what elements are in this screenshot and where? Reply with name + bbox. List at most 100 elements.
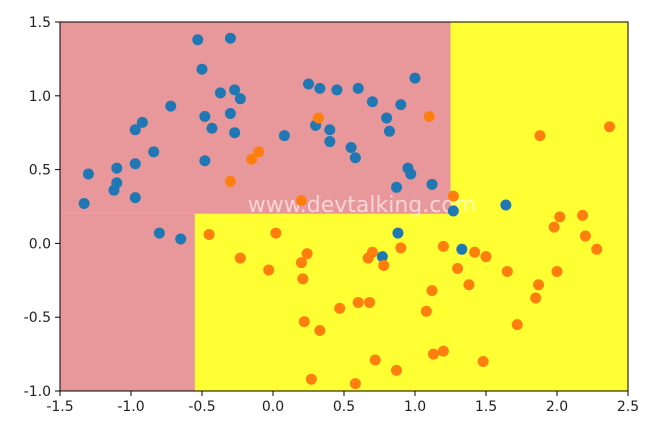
series-0-point (129, 158, 141, 170)
series-0-point (352, 82, 364, 94)
series-0-point (111, 162, 123, 174)
series-0-point (199, 155, 211, 167)
series-1-point (426, 285, 438, 297)
series-1-point (591, 243, 603, 255)
series-1-point (480, 251, 492, 263)
series-0-point (206, 122, 218, 134)
series-1-point (554, 211, 566, 223)
series-1-point (246, 153, 258, 165)
scatter-points (78, 32, 616, 390)
series-1-point (530, 292, 542, 304)
series-0-point (108, 184, 120, 196)
series-1-point (577, 209, 589, 221)
x-tick-label: 1.0 (404, 399, 426, 415)
series-1-point (352, 296, 364, 308)
series-1-point (452, 262, 464, 274)
series-1-point (298, 316, 310, 328)
x-tick-label: -0.5 (188, 399, 215, 415)
series-1-point (312, 112, 324, 124)
series-0-point (196, 63, 208, 75)
series-0-point (199, 110, 211, 122)
series-0-point (409, 72, 421, 84)
y-tick-label: -0.5 (24, 310, 51, 326)
series-0-point (82, 168, 94, 180)
series-0-point (366, 96, 378, 108)
series-0-point (148, 146, 160, 158)
series-1-point (423, 110, 435, 122)
x-tick-label: 2.0 (546, 399, 568, 415)
x-tick-label: -1.5 (46, 399, 73, 415)
series-0-point (136, 116, 148, 128)
series-1-point (203, 229, 215, 241)
series-0-point (278, 130, 290, 142)
series-0-point (78, 198, 90, 210)
series-1-point (349, 378, 361, 390)
series-1-point (234, 252, 246, 264)
series-1-point (270, 227, 282, 239)
series-1-point (369, 354, 381, 366)
series-0-point (426, 178, 438, 190)
series-1-point (548, 221, 560, 233)
series-0-point (383, 125, 395, 137)
series-1-point (314, 324, 326, 336)
x-tick-label: 0.0 (262, 399, 284, 415)
series-0-point (214, 87, 226, 99)
y-tick-label: -1.0 (24, 384, 51, 400)
series-1-point (334, 302, 346, 314)
series-1-point (437, 240, 449, 252)
series-0-point (192, 34, 204, 46)
series-0-point (175, 233, 187, 245)
series-1-point (224, 175, 236, 187)
series-0-point (224, 108, 236, 120)
series-0-point (165, 100, 177, 112)
region-class-0-1 (60, 213, 195, 391)
series-0-point (395, 99, 407, 111)
series-0-point (345, 141, 357, 153)
series-1-point (297, 273, 309, 285)
y-axis: 1.5 1.0 0.5 0.0 -0.5 -1.0 (24, 15, 60, 400)
series-1-point (364, 296, 376, 308)
series-1-point (253, 146, 265, 158)
series-0-point (129, 192, 141, 204)
series-1-point (463, 279, 475, 291)
x-tick-label: -1.0 (117, 399, 144, 415)
series-0-point (331, 84, 343, 96)
series-0-point (376, 251, 388, 263)
series-0-point (324, 124, 336, 136)
region-class-1-2 (450, 22, 628, 214)
series-1-point (378, 260, 390, 272)
series-1-point (295, 195, 307, 207)
series-1-point (533, 279, 545, 291)
series-1-point (534, 130, 546, 142)
series-1-point (579, 230, 591, 242)
x-tick-label: 1.5 (475, 399, 497, 415)
y-tick-label: 0.0 (29, 236, 51, 252)
series-1-point (447, 190, 459, 202)
series-0-point (234, 93, 246, 105)
y-tick-label: 0.5 (29, 163, 51, 179)
series-0-point (349, 152, 361, 164)
series-1-point (263, 264, 275, 276)
series-1-point (427, 348, 439, 360)
x-tick-label: 0.5 (333, 399, 355, 415)
series-1-point (469, 246, 481, 258)
series-0-point (314, 82, 326, 94)
series-1-point (301, 248, 313, 260)
series-0-point (456, 243, 468, 255)
series-1-point (477, 355, 489, 367)
y-tick-label: 1.0 (29, 89, 51, 105)
series-0-point (229, 84, 241, 96)
series-1-point (305, 373, 317, 385)
series-1-point (511, 319, 523, 331)
series-0-point (391, 181, 403, 193)
series-0-point (447, 205, 459, 217)
series-1-point (551, 265, 563, 277)
series-1-point (604, 121, 616, 133)
series-0-point (500, 199, 512, 211)
series-1-point (391, 364, 403, 376)
series-1-point (420, 305, 432, 317)
watermark: www.devtalking.com (248, 193, 476, 218)
series-1-point (366, 246, 378, 258)
y-tick-label: 1.5 (29, 15, 51, 31)
